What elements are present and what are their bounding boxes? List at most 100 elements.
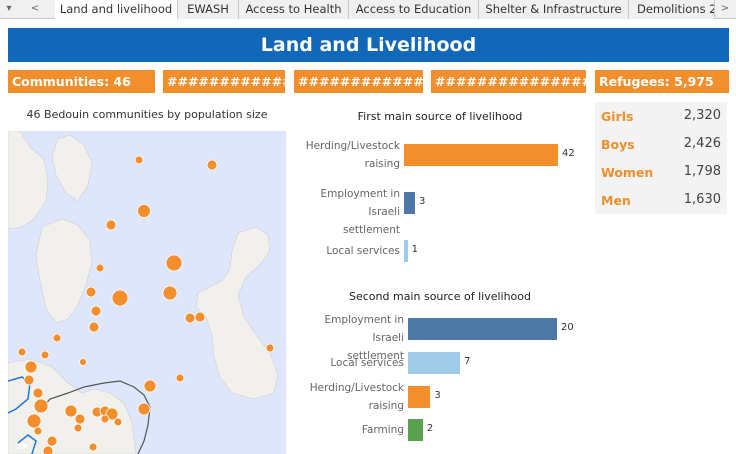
community-marker bbox=[33, 398, 49, 414]
tab-shelter-infrastructure[interactable]: Shelter & Infrastructure bbox=[479, 0, 629, 19]
community-marker bbox=[88, 442, 98, 452]
demo-value-girls: 2,320 bbox=[683, 108, 721, 123]
community-marker bbox=[73, 423, 83, 433]
kpi-communities: Communities: 46 bbox=[8, 70, 155, 93]
land-central-peninsula bbox=[35, 218, 93, 324]
community-marker bbox=[23, 374, 35, 386]
land-west-coast bbox=[8, 131, 49, 230]
tab-scroll-right-button[interactable]: > bbox=[716, 0, 734, 18]
map-title: 46 Bedouin communities by population siz… bbox=[26, 108, 268, 121]
bar-value-label: 7 bbox=[464, 356, 471, 367]
map-canvas bbox=[8, 131, 279, 454]
community-marker bbox=[24, 360, 38, 374]
community-marker bbox=[74, 413, 86, 425]
bar-value-label: 1 bbox=[411, 244, 419, 255]
community-marker bbox=[90, 305, 102, 317]
community-marker bbox=[137, 402, 151, 416]
bar-value-label: 3 bbox=[419, 196, 426, 207]
demo-value-boys: 2,426 bbox=[683, 136, 721, 151]
bar-value-label: 2 bbox=[426, 423, 434, 434]
tab-menu-dropdown-icon[interactable]: ▾ bbox=[6, 3, 12, 14]
tab-demolitions[interactable]: Demolitions 2 bbox=[629, 0, 715, 19]
bar[interactable] bbox=[404, 192, 415, 214]
community-marker bbox=[17, 347, 27, 357]
community-marker bbox=[88, 321, 100, 333]
community-marker bbox=[26, 413, 42, 429]
community-markers bbox=[17, 155, 275, 454]
bar[interactable] bbox=[408, 318, 557, 340]
community-marker bbox=[52, 333, 62, 343]
boundary-segment bbox=[17, 434, 37, 454]
community-marker bbox=[32, 387, 44, 399]
bar[interactable] bbox=[404, 144, 558, 166]
map-pan-handle-icon bbox=[16, 441, 28, 449]
community-marker bbox=[100, 414, 110, 424]
bar-value-label: 3 bbox=[434, 390, 441, 401]
tab-ewash[interactable]: EWASH bbox=[178, 0, 239, 19]
bar-category-label: Local services bbox=[330, 357, 404, 369]
table-row: Boys 2,426 bbox=[595, 130, 727, 158]
community-marker bbox=[95, 263, 105, 273]
community-marker bbox=[105, 219, 117, 231]
demo-label-boys: Boys bbox=[601, 137, 635, 152]
community-marker bbox=[33, 426, 43, 436]
community-marker bbox=[162, 285, 178, 301]
community-marker bbox=[194, 311, 206, 323]
community-marker bbox=[175, 373, 185, 383]
land-east-peninsula bbox=[195, 226, 279, 400]
tab-land-and-livelihood[interactable]: Land and livelihood bbox=[55, 0, 178, 19]
demographic-table: Girls 2,320 Boys 2,426 Women 1,798 Men 1… bbox=[595, 102, 727, 214]
community-marker bbox=[206, 159, 218, 171]
community-marker bbox=[143, 379, 157, 393]
community-marker bbox=[165, 254, 183, 272]
bar-value-label: 20 bbox=[561, 322, 574, 333]
community-marker bbox=[85, 286, 97, 298]
community-marker bbox=[105, 407, 119, 421]
bar-category-label: Herding/Livestock raising bbox=[305, 140, 400, 170]
community-marker bbox=[134, 155, 144, 165]
demo-label-girls: Girls bbox=[601, 109, 634, 124]
boundary-line-west bbox=[8, 376, 31, 414]
tab-access-to-education[interactable]: Access to Education bbox=[349, 0, 479, 19]
demo-label-men: Men bbox=[601, 193, 631, 208]
bar-category-label: Herding/Livestock raising bbox=[309, 382, 404, 412]
boundary-line bbox=[37, 380, 151, 454]
demo-value-men: 1,630 bbox=[683, 192, 721, 207]
table-row: Men 1,630 bbox=[595, 186, 727, 214]
chart-2-title: Second main source of livelihood bbox=[349, 290, 531, 303]
community-marker bbox=[79, 358, 87, 366]
bar[interactable] bbox=[408, 419, 423, 441]
chart-1-title: First main source of livelihood bbox=[357, 110, 523, 123]
dashboard-tab-strip: ▾ < Land and livelihood EWASH Access to … bbox=[0, 0, 736, 19]
tab-scroll-left-button[interactable]: < bbox=[30, 3, 40, 14]
demo-value-women: 1,798 bbox=[683, 164, 721, 179]
bar-category-label: Local services bbox=[326, 245, 400, 257]
community-marker bbox=[42, 445, 54, 454]
table-row: Women 1,798 bbox=[595, 158, 727, 186]
community-map[interactable] bbox=[8, 131, 286, 454]
kpi-refugees: Refugees: 5,975 bbox=[595, 70, 729, 93]
bar-category-label: Employment in Israeli settlement bbox=[320, 188, 400, 236]
bar[interactable] bbox=[408, 386, 431, 408]
table-row: Girls 2,320 bbox=[595, 102, 727, 130]
bar-value-label: 42 bbox=[562, 148, 575, 159]
bar-category-label: Farming bbox=[361, 424, 404, 436]
bar[interactable] bbox=[408, 352, 461, 374]
community-marker bbox=[265, 343, 275, 353]
land-north-island bbox=[51, 134, 93, 202]
community-marker bbox=[184, 312, 196, 324]
bar[interactable] bbox=[404, 240, 408, 262]
kpi-hidden-1: ############ bbox=[163, 70, 285, 93]
bar-category-label: Employment in Israeli settlement bbox=[324, 314, 404, 362]
page-title: Land and Livelihood bbox=[8, 28, 729, 62]
community-marker bbox=[111, 289, 129, 307]
community-marker bbox=[113, 417, 123, 427]
community-marker bbox=[40, 350, 50, 360]
kpi-hidden-2: ############ bbox=[294, 70, 423, 93]
demo-label-women: Women bbox=[601, 165, 654, 180]
community-marker bbox=[46, 435, 58, 447]
community-marker bbox=[64, 404, 78, 418]
tab-access-to-health[interactable]: Access to Health bbox=[239, 0, 349, 19]
kpi-hidden-3: ################ bbox=[431, 70, 586, 93]
community-marker bbox=[137, 204, 151, 218]
